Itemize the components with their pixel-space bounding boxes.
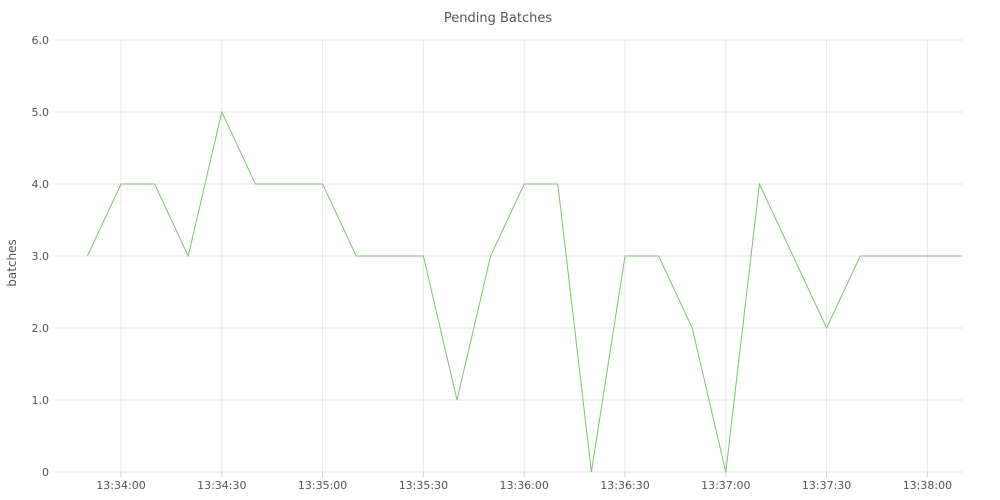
x-tick-label: 13:36:30 [600, 479, 649, 492]
y-tick-label: 6.0 [32, 34, 50, 47]
series [86, 110, 961, 473]
chart-title: Pending Batches [444, 11, 552, 26]
x-tick-label: 13:34:00 [96, 479, 145, 492]
grid [55, 39, 963, 473]
x-axis-ticks: 13:34:00 13:34:30 13:35:00 13:35:30 13:36:00… [96, 472, 952, 492]
y-tick-label: 3.0 [32, 250, 50, 263]
y-tick-label: 2.0 [32, 322, 50, 335]
y-tick-label: 5.0 [32, 106, 50, 119]
y-tick-label: 1.0 [32, 394, 50, 407]
y-tick-label: 0 [42, 466, 49, 479]
x-tick-label: 13:34:30 [197, 479, 246, 492]
x-tick-label: 13:37:00 [701, 479, 750, 492]
x-tick-label: 13:35:00 [298, 479, 347, 492]
x-tick-label: 13:37:30 [802, 479, 851, 492]
series-line [86, 110, 961, 473]
y-axis-ticks: 0 1.0 2.0 3.0 4.0 5.0 6.0 [32, 34, 50, 479]
y-tick-label: 4.0 [32, 178, 50, 191]
y-axis-label: batches [5, 239, 19, 287]
x-tick-label: 13:38:00 [903, 479, 952, 492]
x-tick-label: 13:36:00 [499, 479, 548, 492]
x-tick-label: 13:35:30 [399, 479, 448, 492]
